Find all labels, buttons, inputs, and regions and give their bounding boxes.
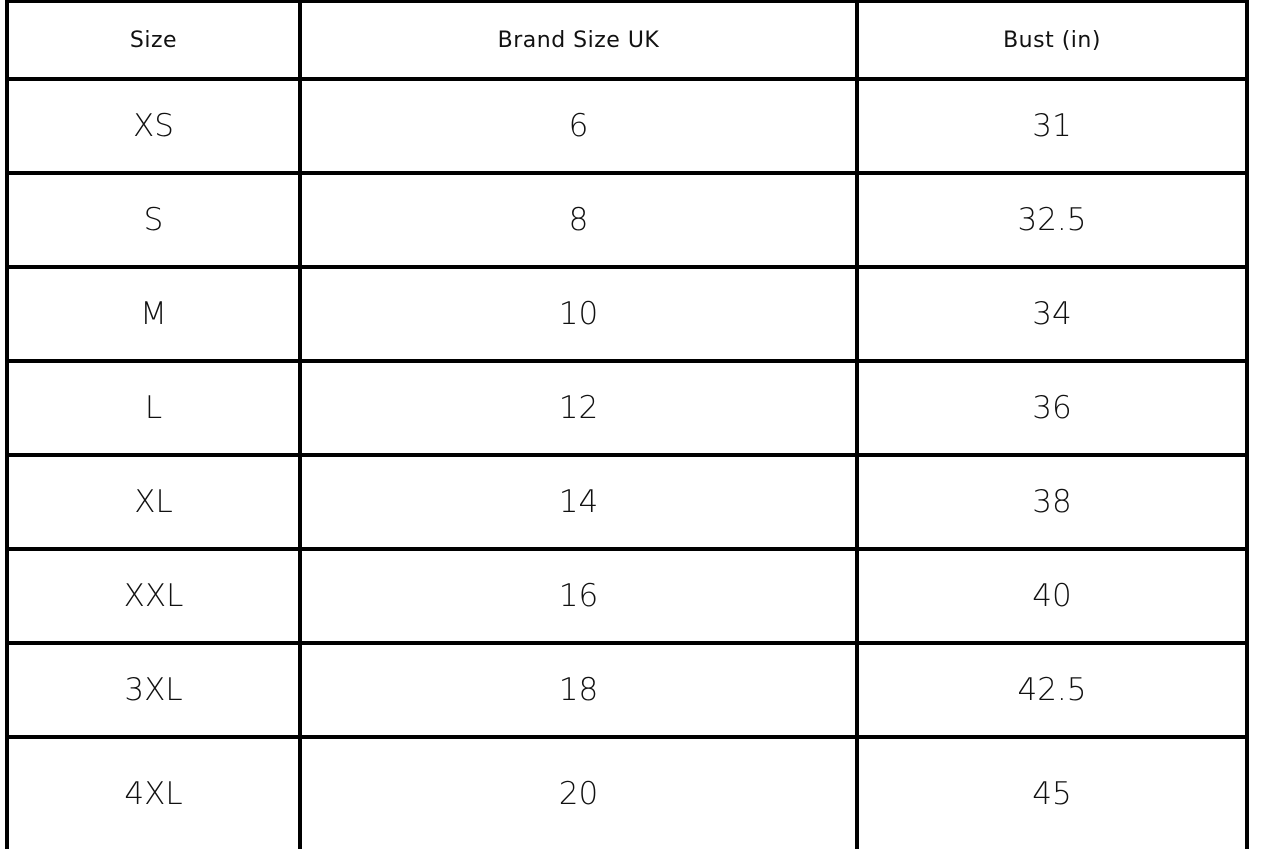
size-cell: L bbox=[5, 359, 302, 457]
size-cell: XL bbox=[5, 453, 302, 551]
bust-cell: 32.5 bbox=[855, 171, 1249, 269]
brand-size-uk-cell: 10 bbox=[298, 265, 859, 363]
table-row: S 8 32.5 bbox=[5, 171, 1249, 269]
size-cell: 3XL bbox=[5, 641, 302, 739]
header-brand-size-uk: Brand Size UK bbox=[298, 0, 859, 81]
bust-cell: 31 bbox=[855, 77, 1249, 175]
bust-cell: 38 bbox=[855, 453, 1249, 551]
table-row: 3XL 18 42.5 bbox=[5, 641, 1249, 739]
table-row: L 12 36 bbox=[5, 359, 1249, 457]
size-cell: S bbox=[5, 171, 302, 269]
brand-size-uk-cell: 14 bbox=[298, 453, 859, 551]
brand-size-uk-cell: 20 bbox=[298, 735, 859, 849]
header-row: Size Brand Size UK Bust (in) bbox=[5, 0, 1249, 81]
size-cell: 4XL bbox=[5, 735, 302, 849]
bust-cell: 42.5 bbox=[855, 641, 1249, 739]
bust-cell: 36 bbox=[855, 359, 1249, 457]
bust-cell: 40 bbox=[855, 547, 1249, 645]
table-row: XXL 16 40 bbox=[5, 547, 1249, 645]
size-chart-table: Size Brand Size UK Bust (in) XS 6 31 S 8 32.5… bbox=[5, 0, 1249, 849]
bust-cell: 34 bbox=[855, 265, 1249, 363]
header-bust: Bust (in) bbox=[855, 0, 1249, 81]
brand-size-uk-cell: 8 bbox=[298, 171, 859, 269]
brand-size-uk-cell: 6 bbox=[298, 77, 859, 175]
table-row: M 10 34 bbox=[5, 265, 1249, 363]
brand-size-uk-cell: 16 bbox=[298, 547, 859, 645]
brand-size-uk-cell: 12 bbox=[298, 359, 859, 457]
size-cell: XS bbox=[5, 77, 302, 175]
size-cell: M bbox=[5, 265, 302, 363]
bust-cell: 45 bbox=[855, 735, 1249, 849]
brand-size-uk-cell: 18 bbox=[298, 641, 859, 739]
table-row: XL 14 38 bbox=[5, 453, 1249, 551]
table-row: 4XL 20 45 bbox=[5, 735, 1249, 849]
header-size: Size bbox=[5, 0, 302, 81]
size-cell: XXL bbox=[5, 547, 302, 645]
table-row: XS 6 31 bbox=[5, 77, 1249, 175]
